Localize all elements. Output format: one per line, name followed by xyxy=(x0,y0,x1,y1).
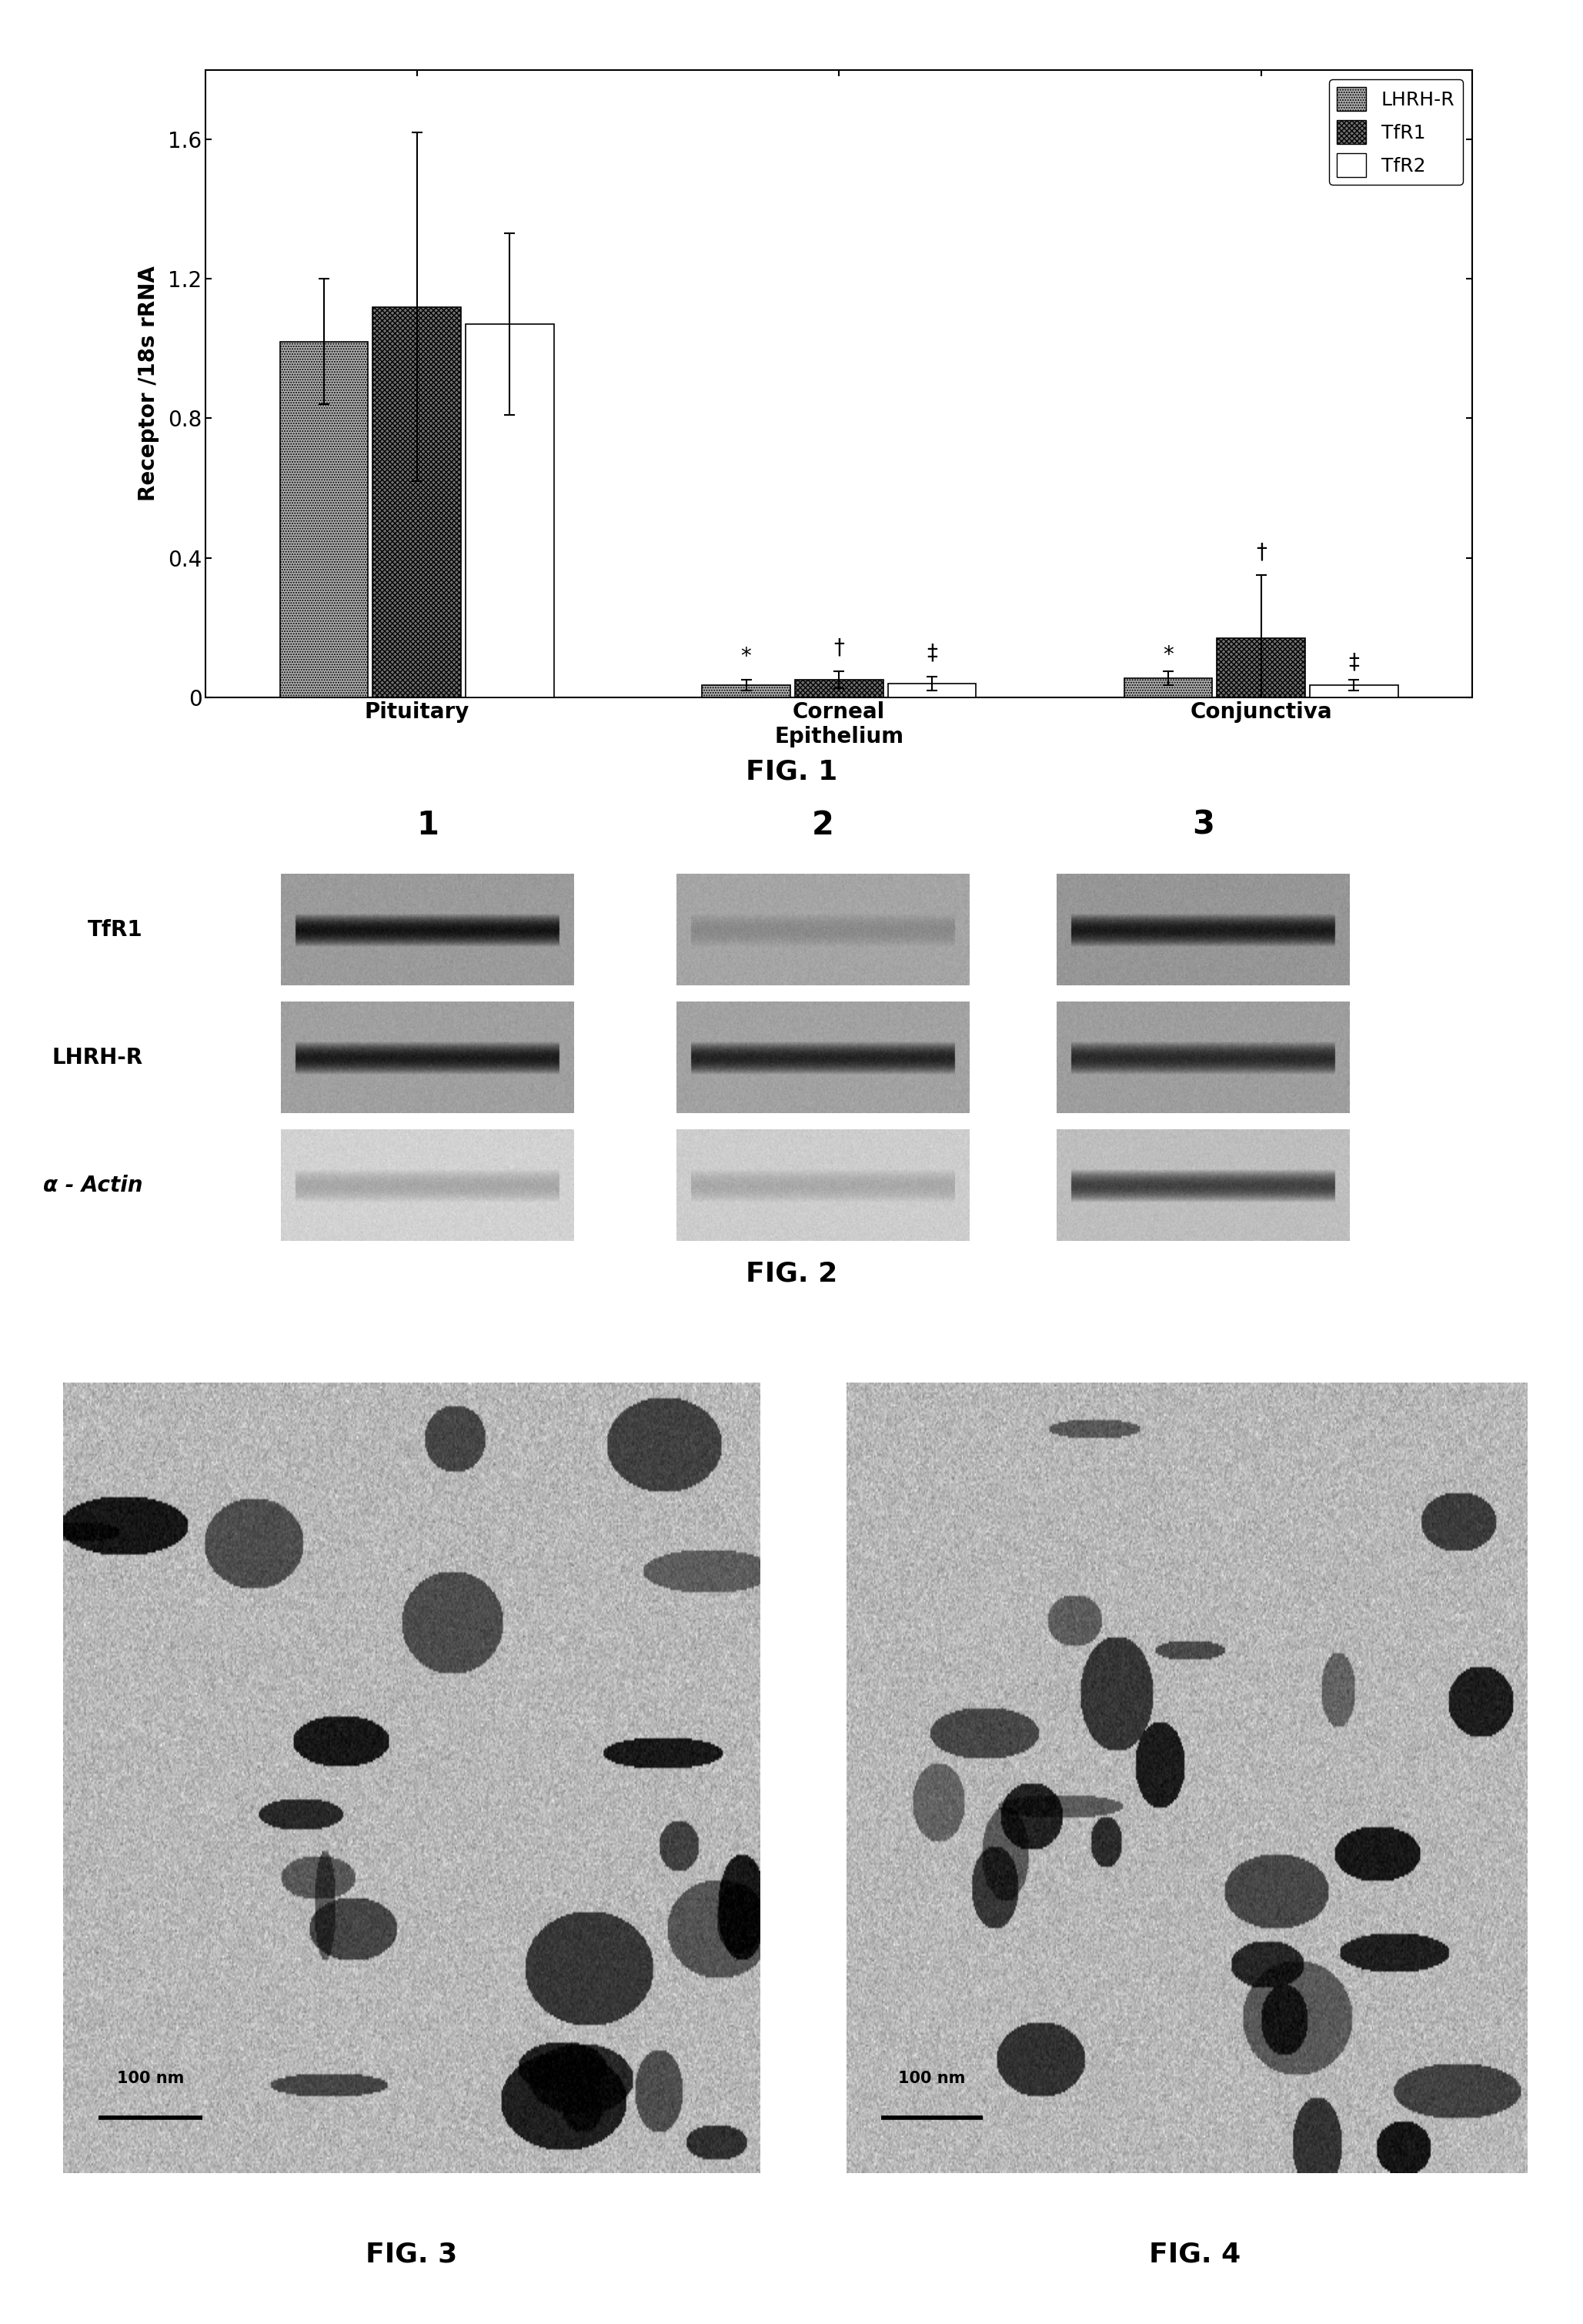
Y-axis label: Receptor /18s rRNA: Receptor /18s rRNA xyxy=(138,265,160,502)
Text: 1: 1 xyxy=(416,809,438,841)
Text: α - Actin: α - Actin xyxy=(43,1174,142,1197)
Text: FIG. 3: FIG. 3 xyxy=(366,2240,457,2268)
Bar xyxy=(1309,686,1398,697)
Text: FIG. 4: FIG. 4 xyxy=(1149,2240,1241,2268)
Bar xyxy=(372,307,461,697)
Text: LHRH-R: LHRH-R xyxy=(52,1046,142,1069)
Text: *: * xyxy=(741,646,752,667)
Legend: LHRH-R, TfR1, TfR2: LHRH-R, TfR1, TfR2 xyxy=(1330,79,1463,184)
Text: 100 nm: 100 nm xyxy=(117,2071,184,2087)
Bar xyxy=(795,681,883,697)
Text: †: † xyxy=(1255,541,1266,562)
Text: 3: 3 xyxy=(1192,809,1214,841)
Text: FIG. 1: FIG. 1 xyxy=(746,758,837,786)
Text: †: † xyxy=(834,637,844,660)
Bar xyxy=(1217,639,1306,697)
Text: TfR1: TfR1 xyxy=(87,918,142,941)
Bar xyxy=(280,342,369,697)
Text: 2: 2 xyxy=(812,809,834,841)
Text: ‡: ‡ xyxy=(1349,651,1360,674)
Text: *: * xyxy=(1164,644,1173,667)
Bar xyxy=(465,325,554,697)
Bar xyxy=(1124,679,1213,697)
Text: FIG. 2: FIG. 2 xyxy=(746,1260,837,1287)
Text: 100 nm: 100 nm xyxy=(899,2071,966,2087)
Text: ‡: ‡ xyxy=(926,641,937,665)
Bar xyxy=(888,683,977,697)
Bar xyxy=(701,686,790,697)
